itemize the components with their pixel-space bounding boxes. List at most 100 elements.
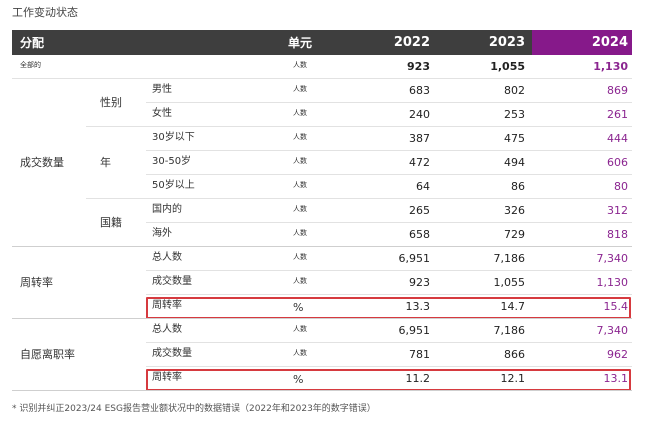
footnote: * 识别并纠正2023/24 ESG报告营业额状况中的数据错误（2022年和20… xyxy=(12,404,376,414)
value: 444 xyxy=(607,132,628,145)
value: 15.4 xyxy=(603,300,629,313)
value: 1,055 xyxy=(490,60,525,73)
value: 1,130 xyxy=(593,60,628,73)
header-cell: 分配 xyxy=(20,36,45,50)
row-label: 30岁以下 xyxy=(152,132,195,143)
separator xyxy=(12,78,632,79)
separator xyxy=(146,102,632,103)
value: 12.1 xyxy=(500,372,526,385)
unit: 人数 xyxy=(293,85,307,93)
row-label: 海外 xyxy=(152,228,172,239)
row-label: 周转率 xyxy=(152,300,182,311)
row-label: 总人数 xyxy=(152,324,182,335)
separator xyxy=(146,294,632,295)
highlight-box xyxy=(146,297,631,319)
header-cell: 单元 xyxy=(288,36,313,50)
subgroup-label: 年 xyxy=(100,156,111,169)
value: 683 xyxy=(409,84,430,97)
value: 962 xyxy=(607,348,628,361)
value: 312 xyxy=(607,204,628,217)
value: 7,186 xyxy=(493,324,526,337)
value: 80 xyxy=(614,180,628,193)
row-label: 成交数量 xyxy=(152,348,192,359)
value: 494 xyxy=(504,156,525,169)
value: 1,130 xyxy=(596,276,629,289)
value: 387 xyxy=(409,132,430,145)
value: 923 xyxy=(407,60,430,73)
group-label: 自愿离职率 xyxy=(20,348,75,361)
unit: 人数 xyxy=(293,349,307,357)
unit: 人数 xyxy=(293,229,307,237)
value: 14.7 xyxy=(500,300,526,313)
value: 7,340 xyxy=(596,324,629,337)
separator xyxy=(12,390,632,391)
group-label: 成交数量 xyxy=(20,156,64,169)
row-label: 周转率 xyxy=(152,372,182,383)
value: 261 xyxy=(607,108,628,121)
value: 265 xyxy=(409,204,430,217)
row-label: 总人数 xyxy=(152,252,182,263)
separator xyxy=(146,150,632,151)
row-label: 女性 xyxy=(152,108,172,119)
value: 7,340 xyxy=(596,252,629,265)
value: 253 xyxy=(504,108,525,121)
value: 6,951 xyxy=(398,252,431,265)
separator xyxy=(12,246,632,247)
separator xyxy=(146,222,632,223)
header-bar xyxy=(12,30,532,55)
separator xyxy=(146,270,632,271)
subgroup-label: 性别 xyxy=(100,96,122,109)
row-label: 成交数量 xyxy=(152,276,192,287)
value: 1,055 xyxy=(493,276,526,289)
value: 472 xyxy=(409,156,430,169)
row-label: 国内的 xyxy=(152,204,182,215)
value: 326 xyxy=(504,204,525,217)
value: 11.2 xyxy=(405,372,431,385)
value: 13.1 xyxy=(603,372,629,385)
header-cell: 2024 xyxy=(591,35,628,50)
unit: 人数 xyxy=(293,157,307,165)
value: 866 xyxy=(504,348,525,361)
value: 64 xyxy=(416,180,430,193)
value: 923 xyxy=(409,276,430,289)
unit: 人数 xyxy=(293,277,307,285)
separator xyxy=(146,342,632,343)
value: 7,186 xyxy=(493,252,526,265)
row-label: 全部的 xyxy=(20,61,41,69)
value: 802 xyxy=(504,84,525,97)
unit: % xyxy=(293,301,304,314)
value: 606 xyxy=(607,156,628,169)
group-label: 周转率 xyxy=(20,276,53,289)
header-cell: 2022 xyxy=(393,35,430,50)
header-highlight xyxy=(532,30,632,55)
header-cell: 2023 xyxy=(488,35,525,50)
value: 13.3 xyxy=(405,300,431,313)
value: 869 xyxy=(607,84,628,97)
unit: 人数 xyxy=(293,133,307,141)
value: 240 xyxy=(409,108,430,121)
unit: 人数 xyxy=(293,61,307,69)
value: 658 xyxy=(409,228,430,241)
separator xyxy=(146,366,632,367)
unit: 人数 xyxy=(293,181,307,189)
title: 工作变动状态 xyxy=(12,6,78,19)
row-label: 男性 xyxy=(152,84,172,95)
unit: 人数 xyxy=(293,109,307,117)
value: 818 xyxy=(607,228,628,241)
highlight-box xyxy=(146,369,631,391)
row-label: 50岁以上 xyxy=(152,180,195,191)
value: 475 xyxy=(504,132,525,145)
value: 86 xyxy=(511,180,525,193)
subgroup-label: 国籍 xyxy=(100,216,122,229)
separator xyxy=(86,126,632,127)
unit: % xyxy=(293,373,304,386)
separator xyxy=(12,318,632,319)
row-label: 30-50岁 xyxy=(152,156,192,167)
unit: 人数 xyxy=(293,205,307,213)
value: 781 xyxy=(409,348,430,361)
unit: 人数 xyxy=(293,253,307,261)
separator xyxy=(86,198,632,199)
value: 6,951 xyxy=(398,324,431,337)
value: 729 xyxy=(504,228,525,241)
